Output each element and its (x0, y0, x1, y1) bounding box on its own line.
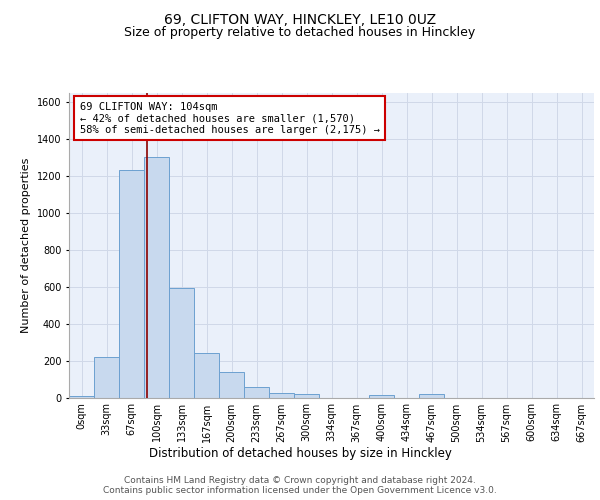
Text: 69 CLIFTON WAY: 104sqm
← 42% of detached houses are smaller (1,570)
58% of semi-: 69 CLIFTON WAY: 104sqm ← 42% of detached… (79, 102, 380, 135)
Bar (369, 394, 394, 398)
Bar (69, 396, 94, 398)
Text: Distribution of detached houses by size in Hinckley: Distribution of detached houses by size … (149, 448, 451, 460)
Bar (419, 394, 444, 398)
Bar (144, 157, 169, 398)
Bar (94, 357, 119, 398)
Bar (169, 288, 194, 398)
Bar (219, 372, 244, 398)
Text: Contains HM Land Registry data © Crown copyright and database right 2024.
Contai: Contains HM Land Registry data © Crown c… (103, 476, 497, 496)
Bar (294, 394, 319, 398)
Text: Size of property relative to detached houses in Hinckley: Size of property relative to detached ho… (124, 26, 476, 39)
Text: 69, CLIFTON WAY, HINCKLEY, LE10 0UZ: 69, CLIFTON WAY, HINCKLEY, LE10 0UZ (164, 12, 436, 26)
Bar (269, 393, 294, 398)
Bar (194, 353, 219, 398)
Y-axis label: Number of detached properties: Number of detached properties (21, 158, 31, 332)
Bar (244, 388, 269, 398)
Bar (119, 170, 144, 398)
